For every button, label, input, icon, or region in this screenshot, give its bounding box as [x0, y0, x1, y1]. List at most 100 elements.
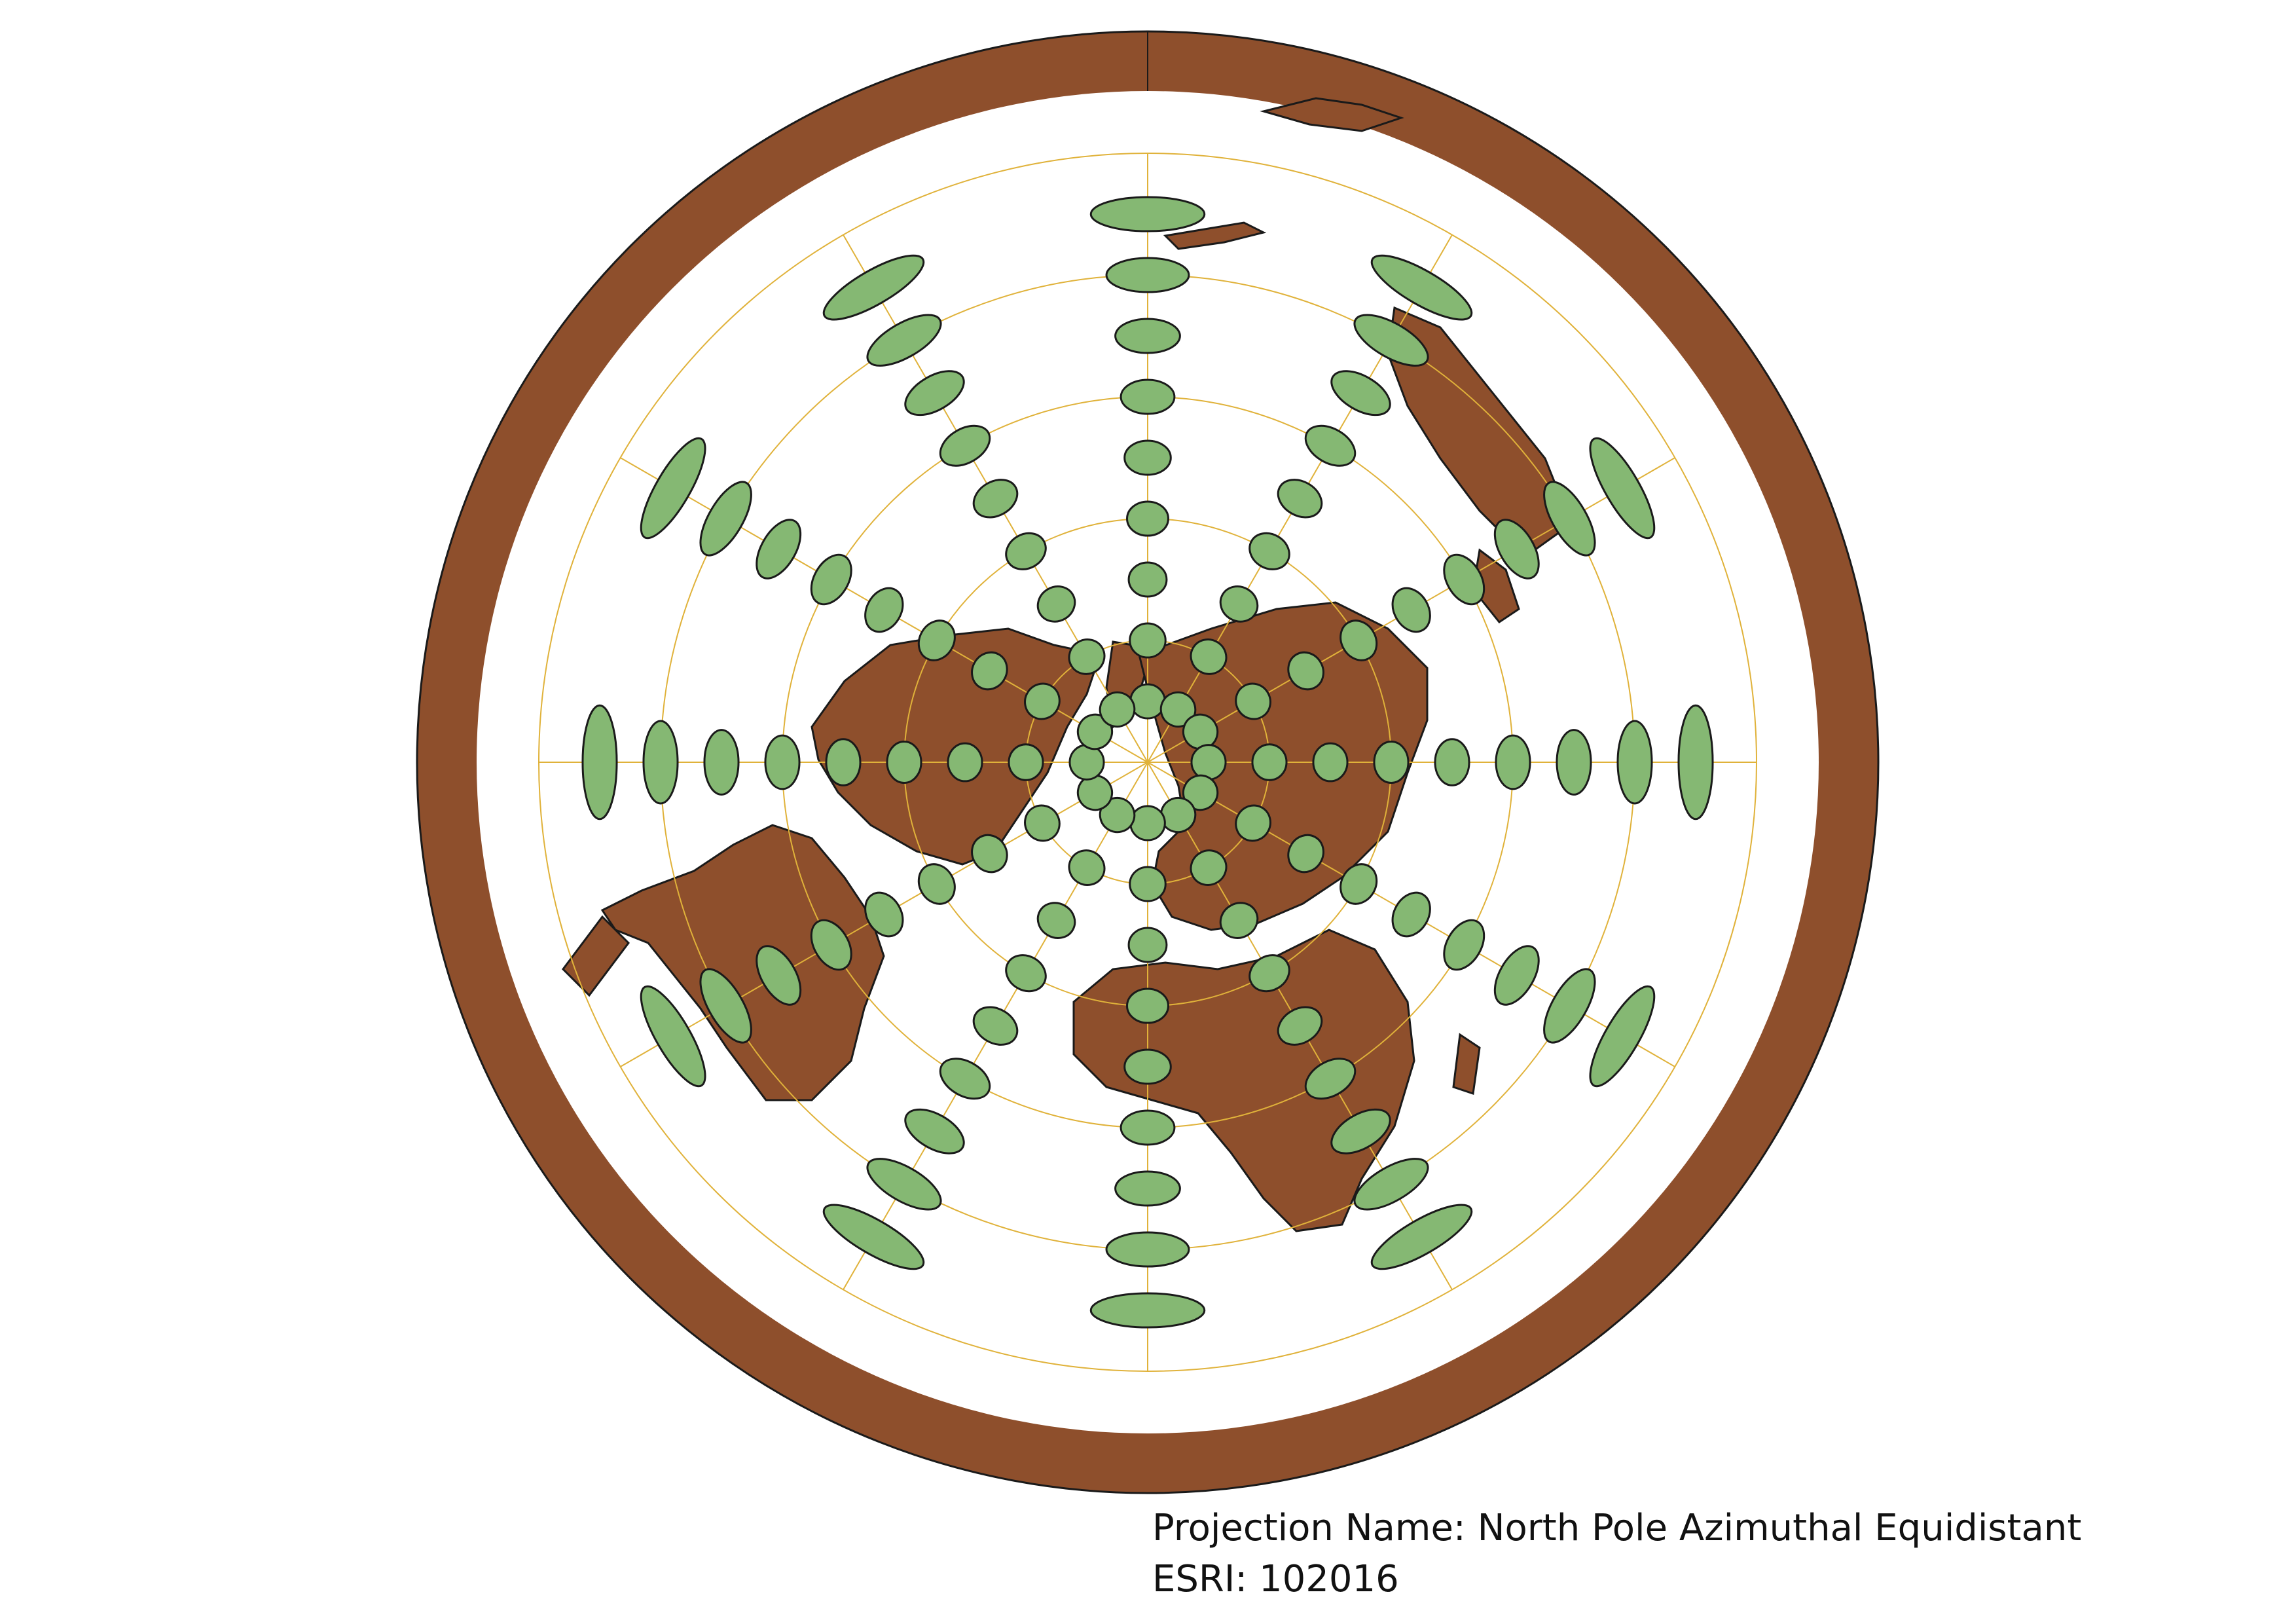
tissot-ellipse	[1190, 744, 1227, 781]
tissot-ellipse	[1330, 370, 1391, 416]
tissot-ellipse	[866, 1158, 942, 1211]
tissot-ellipse	[1251, 743, 1288, 781]
tissot-ellipse	[1556, 729, 1592, 796]
tissot-ellipse	[1373, 741, 1410, 784]
tissot-ellipse	[1105, 257, 1190, 293]
tissot-ellipse	[939, 1058, 991, 1100]
tissot-ellipse	[1304, 1058, 1357, 1100]
tissot-ellipse	[904, 1108, 965, 1154]
tissot-ellipse	[1190, 849, 1228, 886]
tissot-ellipse	[1339, 619, 1378, 661]
tissot-ellipse	[1129, 866, 1167, 902]
tissot-ellipse	[972, 479, 1019, 519]
tissot-ellipse	[756, 519, 802, 580]
tissot-ellipse	[1024, 682, 1061, 720]
tissot-ellipse	[642, 720, 679, 805]
tissot-ellipse	[1126, 500, 1169, 537]
tissot-ellipse	[904, 370, 965, 416]
tissot-ellipse	[764, 734, 801, 790]
tissot-ellipse	[886, 741, 922, 784]
tissot-ellipse	[1036, 902, 1076, 939]
tissot-ellipse	[1353, 314, 1429, 367]
tissot-ellipse	[1589, 437, 1656, 540]
tissot-ellipse	[1005, 954, 1047, 993]
tissot-ellipse	[1277, 1006, 1323, 1046]
tissot-ellipse	[1120, 1109, 1176, 1146]
tissot-indicatrix	[581, 196, 1714, 1329]
tissot-ellipse	[1120, 378, 1176, 415]
tissot-ellipse	[822, 1204, 925, 1270]
tissot-ellipse	[1008, 743, 1044, 781]
tissot-ellipse	[703, 729, 740, 796]
tissot-ellipse	[1370, 1204, 1473, 1270]
tissot-ellipse	[699, 968, 752, 1044]
tissot-ellipse	[1068, 849, 1106, 886]
tissot-ellipse	[1304, 424, 1357, 467]
tissot-ellipse	[1024, 804, 1061, 842]
tissot-ellipse	[1677, 704, 1714, 821]
tissot-ellipse	[1126, 987, 1169, 1024]
tissot-ellipse	[1219, 902, 1259, 939]
tissot-ellipse	[1114, 1170, 1181, 1207]
tissot-ellipse	[581, 704, 618, 821]
tissot-ellipse	[1287, 651, 1324, 691]
tissot-ellipse	[1248, 532, 1290, 570]
map-caption: Projection Name: North Pole Azimuthal Eq…	[1152, 1503, 2081, 1605]
tissot-ellipse	[866, 314, 942, 367]
tissot-ellipse	[1099, 691, 1136, 728]
tissot-ellipse	[1543, 481, 1596, 557]
tissot-ellipse	[822, 254, 925, 321]
tissot-ellipse	[1235, 804, 1271, 842]
antarctica-fragment-north	[1260, 97, 1404, 132]
tissot-ellipse	[810, 919, 852, 971]
tissot-ellipse	[1391, 587, 1431, 633]
tissot-ellipse	[1089, 196, 1206, 232]
tissot-ellipse	[864, 891, 904, 938]
tissot-ellipse	[1127, 561, 1168, 598]
tissot-ellipse	[1434, 738, 1470, 786]
tissot-ellipse	[1287, 834, 1324, 874]
tissot-ellipse	[1543, 968, 1596, 1044]
tissot-ellipse	[1353, 1158, 1429, 1211]
tissot-ellipse	[971, 651, 1008, 691]
tissot-ellipse	[1391, 891, 1431, 938]
tissot-ellipse	[1219, 585, 1259, 623]
madagascar-landmass	[1452, 1033, 1481, 1095]
tissot-ellipse	[1616, 720, 1653, 805]
tissot-ellipse	[1339, 863, 1378, 905]
tissot-ellipse	[1129, 683, 1166, 720]
tissot-ellipse	[939, 424, 991, 467]
tissot-ellipse	[810, 553, 852, 606]
antarctica-fragment-west	[562, 915, 630, 997]
tissot-ellipse	[917, 863, 956, 905]
tissot-ellipse	[1493, 945, 1540, 1006]
pacific-islands	[1163, 221, 1267, 250]
tissot-ellipse	[640, 437, 706, 540]
tissot-ellipse	[1105, 1231, 1190, 1268]
tissot-ellipse	[1129, 622, 1167, 659]
tissot-ellipse	[1370, 254, 1473, 321]
tissot-ellipse	[1235, 682, 1271, 720]
tissot-ellipse	[1123, 439, 1172, 476]
tissot-ellipse	[1036, 585, 1076, 623]
tissot-ellipse	[947, 742, 983, 783]
tissot-ellipse	[1277, 479, 1323, 519]
tissot-ellipse	[1114, 318, 1181, 354]
tissot-ellipse	[1129, 805, 1166, 841]
tissot-ellipse	[1089, 1292, 1206, 1329]
tissot-ellipse	[1312, 742, 1349, 783]
tissot-ellipse	[1068, 744, 1105, 781]
tissot-ellipse	[1190, 638, 1228, 675]
tissot-ellipse	[1248, 954, 1290, 993]
tissot-ellipse	[1443, 919, 1485, 971]
tissot-ellipse	[1443, 553, 1485, 606]
tissot-ellipse	[864, 587, 904, 633]
tissot-ellipse	[640, 985, 706, 1088]
tissot-ellipse	[972, 1006, 1019, 1046]
tissot-ellipse	[1127, 927, 1168, 963]
tissot-ellipse	[1493, 519, 1540, 580]
esri-code-label: ESRI: 102016	[1152, 1558, 1399, 1600]
tissot-ellipse	[1589, 985, 1656, 1088]
tissot-ellipse	[917, 619, 956, 661]
tissot-ellipse	[971, 834, 1008, 874]
